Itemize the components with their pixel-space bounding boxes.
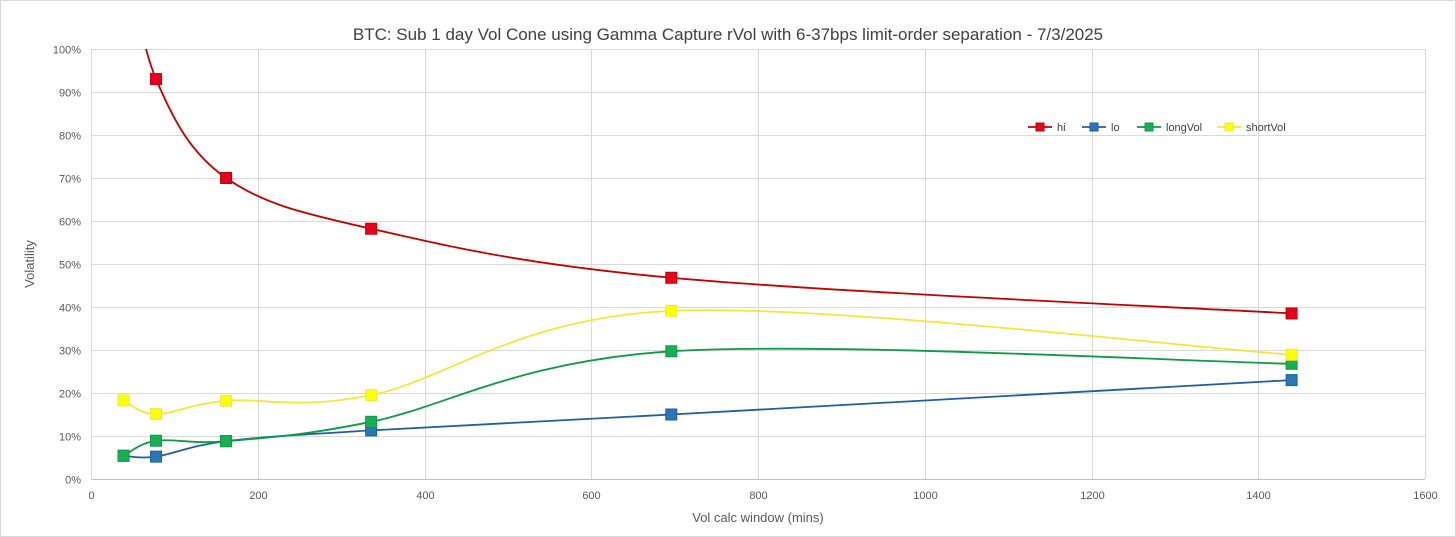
y-tick-label: 70%	[59, 174, 81, 186]
chart-title: BTC: Sub 1 day Vol Cone using Gamma Capt…	[353, 25, 1103, 44]
data-point-shortVol	[1285, 348, 1298, 361]
grid-lines	[91, 49, 1426, 479]
data-point-hi	[665, 271, 678, 284]
x-tick-label: 1200	[1080, 490, 1104, 502]
series-markers	[117, 73, 1298, 463]
series-line-hi	[145, 49, 1292, 315]
series-line-longVol	[123, 347, 1292, 457]
legend-marker-shortVol	[1224, 122, 1234, 132]
legend-label-shortVol: shortVol	[1246, 122, 1286, 134]
data-point-hi	[150, 73, 163, 86]
x-tick-label: 1000	[913, 490, 937, 502]
series-lines	[123, 49, 1292, 459]
data-point-shortVol	[365, 389, 378, 402]
axes: 0% 10% 20% 30% 40% 50% 60% 70% 80% 90% 100% 0 200 400…	[53, 45, 1438, 503]
data-point-hi	[220, 172, 233, 184]
data-point-longVol	[150, 434, 163, 447]
x-tick-label: 600	[582, 490, 600, 502]
x-axis-title: Vol calc window (mins)	[692, 510, 824, 525]
data-point-lo	[1285, 374, 1298, 387]
x-tick-label: 1600	[1413, 490, 1437, 502]
data-point-lo	[150, 450, 163, 463]
legend-label-hi: hi	[1057, 122, 1066, 134]
y-tick-label: 10%	[59, 432, 81, 444]
x-tick-label: 1400	[1246, 490, 1270, 502]
y-tick-label: 0%	[65, 475, 81, 487]
data-point-shortVol	[665, 304, 678, 317]
y-tick-label: 20%	[59, 389, 81, 401]
x-tick-label: 200	[249, 490, 267, 502]
y-tick-label: 60%	[59, 217, 81, 229]
legend-marker-longVol	[1144, 122, 1154, 132]
series-line-shortVol	[123, 309, 1292, 415]
legend: hi lo longVol shortVol	[1028, 122, 1286, 134]
y-tick-label: 40%	[59, 303, 81, 315]
x-tick-label: 800	[749, 490, 767, 502]
data-point-longVol	[365, 415, 378, 428]
data-point-shortVol	[150, 408, 163, 421]
x-tick-label: 400	[416, 490, 434, 502]
data-point-hi	[365, 222, 378, 235]
data-point-shortVol	[220, 394, 233, 407]
y-tick-label: 100%	[53, 45, 81, 57]
y-tick-label: 80%	[59, 131, 81, 143]
legend-label-longVol: longVol	[1166, 122, 1202, 134]
series-line-lo	[123, 379, 1292, 459]
legend-label-lo: lo	[1111, 122, 1120, 134]
legend-marker-hi	[1035, 122, 1045, 132]
data-point-lo	[665, 408, 678, 421]
legend-marker-lo	[1089, 122, 1099, 132]
y-axis-title: Volatility	[22, 240, 37, 288]
data-point-hi	[1285, 307, 1298, 320]
x-tick-label: 0	[88, 490, 94, 502]
y-tick-label: 90%	[59, 88, 81, 100]
data-point-longVol	[665, 345, 678, 358]
y-tick-label: 30%	[59, 346, 81, 358]
y-tick-label: 50%	[59, 260, 81, 272]
data-point-longVol	[220, 435, 233, 448]
data-point-shortVol	[117, 394, 130, 407]
data-point-longVol	[117, 449, 130, 462]
